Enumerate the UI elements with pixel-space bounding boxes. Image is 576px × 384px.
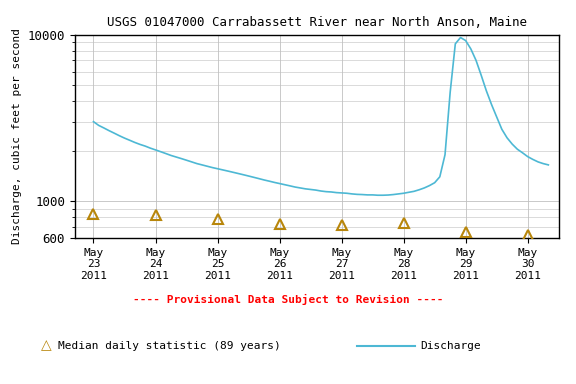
Y-axis label: Discharge, cubic feet per second: Discharge, cubic feet per second (12, 28, 22, 244)
Text: Median daily statistic (89 years): Median daily statistic (89 years) (58, 341, 281, 351)
Title: USGS 01047000 Carrabassett River near North Anson, Maine: USGS 01047000 Carrabassett River near No… (107, 16, 527, 29)
Text: △: △ (41, 339, 51, 353)
Text: Discharge: Discharge (420, 341, 481, 351)
Text: ---- Provisional Data Subject to Revision ----: ---- Provisional Data Subject to Revisio… (132, 294, 444, 305)
